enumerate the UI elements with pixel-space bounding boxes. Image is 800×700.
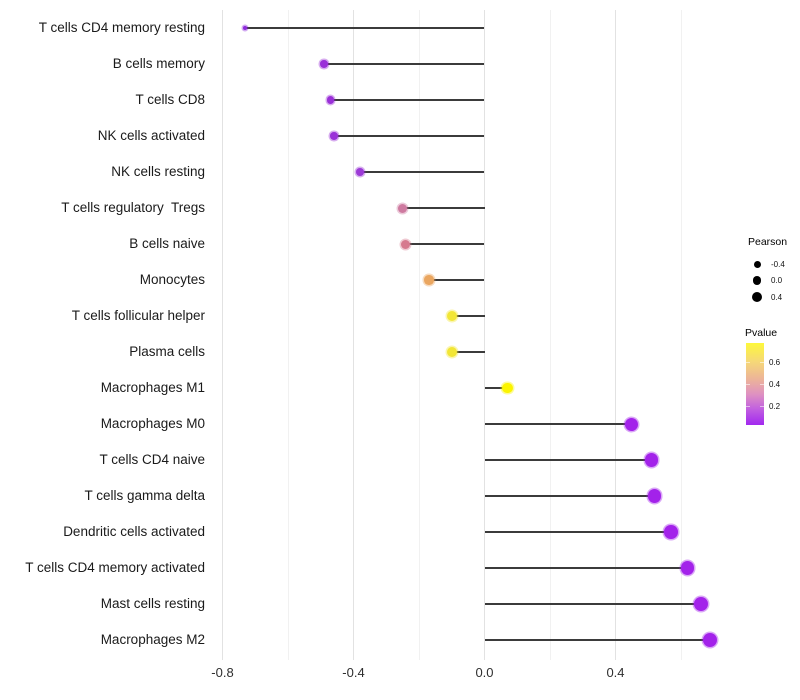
y-axis-label: T cells CD4 naive: [99, 452, 205, 467]
size-legend-dot: [752, 292, 762, 302]
lollipop-dot: [664, 525, 678, 539]
lollipop-stem: [451, 315, 485, 317]
gridline-major: [615, 10, 616, 660]
lollipop-dot: [693, 597, 708, 611]
y-axis-label: Mast cells resting: [100, 596, 205, 611]
lollipop-dot: [625, 417, 639, 431]
gridline-major: [222, 10, 223, 660]
lollipop-dot: [648, 489, 662, 503]
lollipop-stem: [484, 531, 672, 533]
size-legend-title: Pearson: [748, 236, 788, 248]
y-axis-label: Plasma cells: [129, 344, 205, 359]
lollipop-dot: [243, 26, 248, 30]
gridline-major: [353, 10, 354, 660]
lollipop-stem: [451, 351, 485, 353]
lollipop-stem: [333, 135, 485, 137]
lollipop-dot: [356, 168, 364, 176]
y-axis-label: T cells gamma delta: [84, 488, 205, 503]
y-axis-label: T cells CD8: [135, 92, 205, 107]
lollipop-dot: [446, 311, 457, 321]
gridline-minor: [418, 10, 420, 660]
lollipop-dot: [401, 239, 411, 249]
lollipop-stem: [428, 279, 485, 281]
lollipop-stem: [405, 243, 485, 245]
y-axis-label: Dendritic cells activated: [63, 524, 205, 539]
colorbar-tick-label: 0.4: [769, 379, 781, 389]
colorbar-tick-label: 0.2: [769, 401, 781, 411]
lollipop-dot: [330, 132, 338, 140]
colorbar-tick: [746, 362, 750, 363]
y-axis-label: T cells CD4 memory activated: [25, 560, 205, 575]
colorbar-tick: [760, 384, 764, 385]
lollipop-dot: [680, 561, 695, 575]
colorbar-tick: [760, 406, 764, 407]
lollipop-stem: [402, 207, 485, 209]
pvalue-colorbar-gradient: [746, 343, 764, 425]
lollipop-stem: [484, 603, 701, 605]
y-axis-label: Macrophages M1: [100, 380, 205, 395]
y-axis-label: B cells memory: [112, 56, 205, 71]
lollipop-stem: [484, 459, 652, 461]
y-axis-label: T cells follicular helper: [71, 308, 205, 323]
y-axis-label: T cells CD4 memory resting: [38, 20, 205, 35]
size-legend-dot: [753, 260, 761, 268]
lollipop-stem: [484, 423, 632, 425]
color-legend-title: Pvalue: [745, 327, 778, 339]
lollipop-stem: [484, 387, 508, 389]
y-axis-label: Macrophages M0: [100, 416, 205, 431]
gridline-major: [484, 10, 485, 660]
lollipop-stem: [330, 99, 485, 101]
lollipop-dot: [320, 60, 328, 68]
x-axis-tick-label: -0.4: [342, 665, 365, 680]
lollipop-stem: [360, 171, 485, 173]
lollipop-dot: [446, 347, 457, 357]
lollipop-stem: [245, 27, 485, 29]
x-axis-tick-label: 0.4: [606, 665, 625, 680]
colorbar-tick: [746, 406, 750, 407]
y-axis-label: B cells naive: [129, 236, 205, 251]
colorbar-tick-label: 0.6: [769, 357, 781, 367]
lollipop-stem: [324, 63, 485, 65]
y-axis-label: NK cells resting: [111, 164, 205, 179]
gridline-minor: [287, 10, 289, 660]
lollipop-dot: [502, 382, 513, 394]
lollipop-dot: [326, 96, 335, 104]
gridline-minor: [680, 10, 682, 660]
x-axis-tick-label: 0.0: [475, 665, 494, 680]
lollipop-stem: [484, 495, 655, 497]
x-axis-tick-label: -0.8: [211, 665, 234, 680]
y-axis-label: NK cells activated: [97, 128, 205, 143]
colorbar-tick: [760, 362, 764, 363]
size-legend-label: 0.0: [771, 276, 783, 285]
y-axis-label: Macrophages M2: [100, 632, 205, 647]
gridline-minor: [549, 10, 551, 660]
lollipop-dot: [424, 275, 434, 285]
y-axis-label: T cells regulatory Tregs: [61, 200, 205, 215]
lollipop-dot: [644, 453, 659, 467]
lollipop-dot: [398, 203, 408, 213]
size-legend-label: 0.4: [771, 292, 783, 302]
lollipop-dot: [703, 633, 718, 647]
lollipop-stem: [484, 567, 688, 569]
size-legend-dot: [752, 276, 762, 285]
size-legend-label: -0.4: [771, 259, 785, 269]
lollipop-stem: [484, 639, 711, 641]
y-axis-label: Monocytes: [139, 272, 205, 287]
colorbar-tick: [746, 384, 750, 385]
